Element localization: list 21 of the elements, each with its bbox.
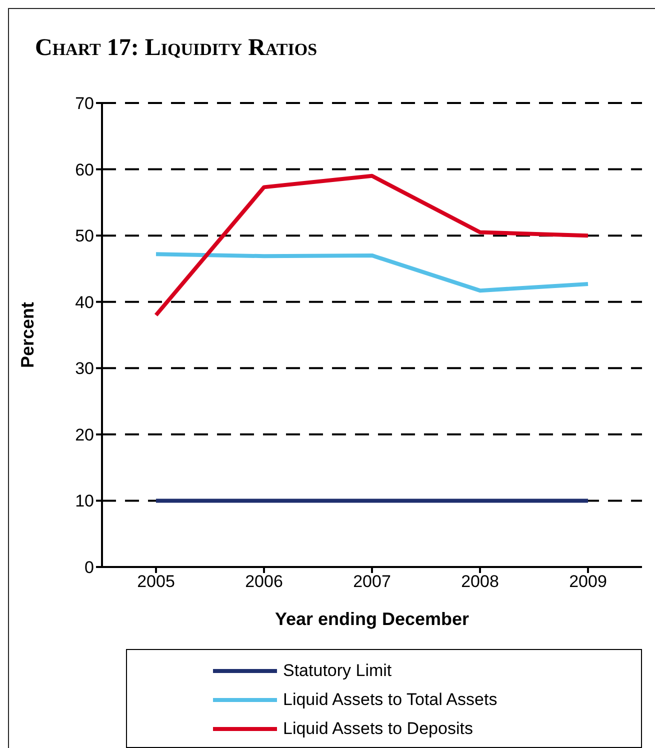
y-tick-label: 70	[75, 94, 94, 114]
legend-label: Liquid Assets to Total Assets	[283, 690, 498, 710]
x-tick-label: 2006	[245, 572, 283, 592]
x-tick-label: 2008	[461, 572, 499, 592]
y-tick-label: 20	[75, 425, 94, 444]
y-tick-label: 40	[75, 292, 94, 312]
line-series	[154, 252, 590, 293]
y-tick-label: 60	[75, 160, 94, 180]
y-tick-label: 50	[75, 226, 94, 246]
x-axis-title: Year ending December	[274, 609, 470, 629]
chart-title: Chart 17: Liquidity Ratios	[35, 35, 318, 62]
y-tick-label: 30	[75, 359, 94, 378]
x-tick-label: 2005	[137, 572, 175, 592]
line-series	[154, 174, 590, 318]
x-tick-label: 2009	[569, 572, 607, 592]
y-axis-title: Percent	[17, 302, 38, 368]
legend-label: Liquid Assets to Deposits	[283, 718, 473, 738]
legend-label: Statutory Limit	[283, 660, 392, 680]
y-tick-label: 10	[75, 492, 94, 511]
x-tick-label: 2007	[353, 572, 391, 592]
y-tick-label: 0	[84, 558, 94, 578]
